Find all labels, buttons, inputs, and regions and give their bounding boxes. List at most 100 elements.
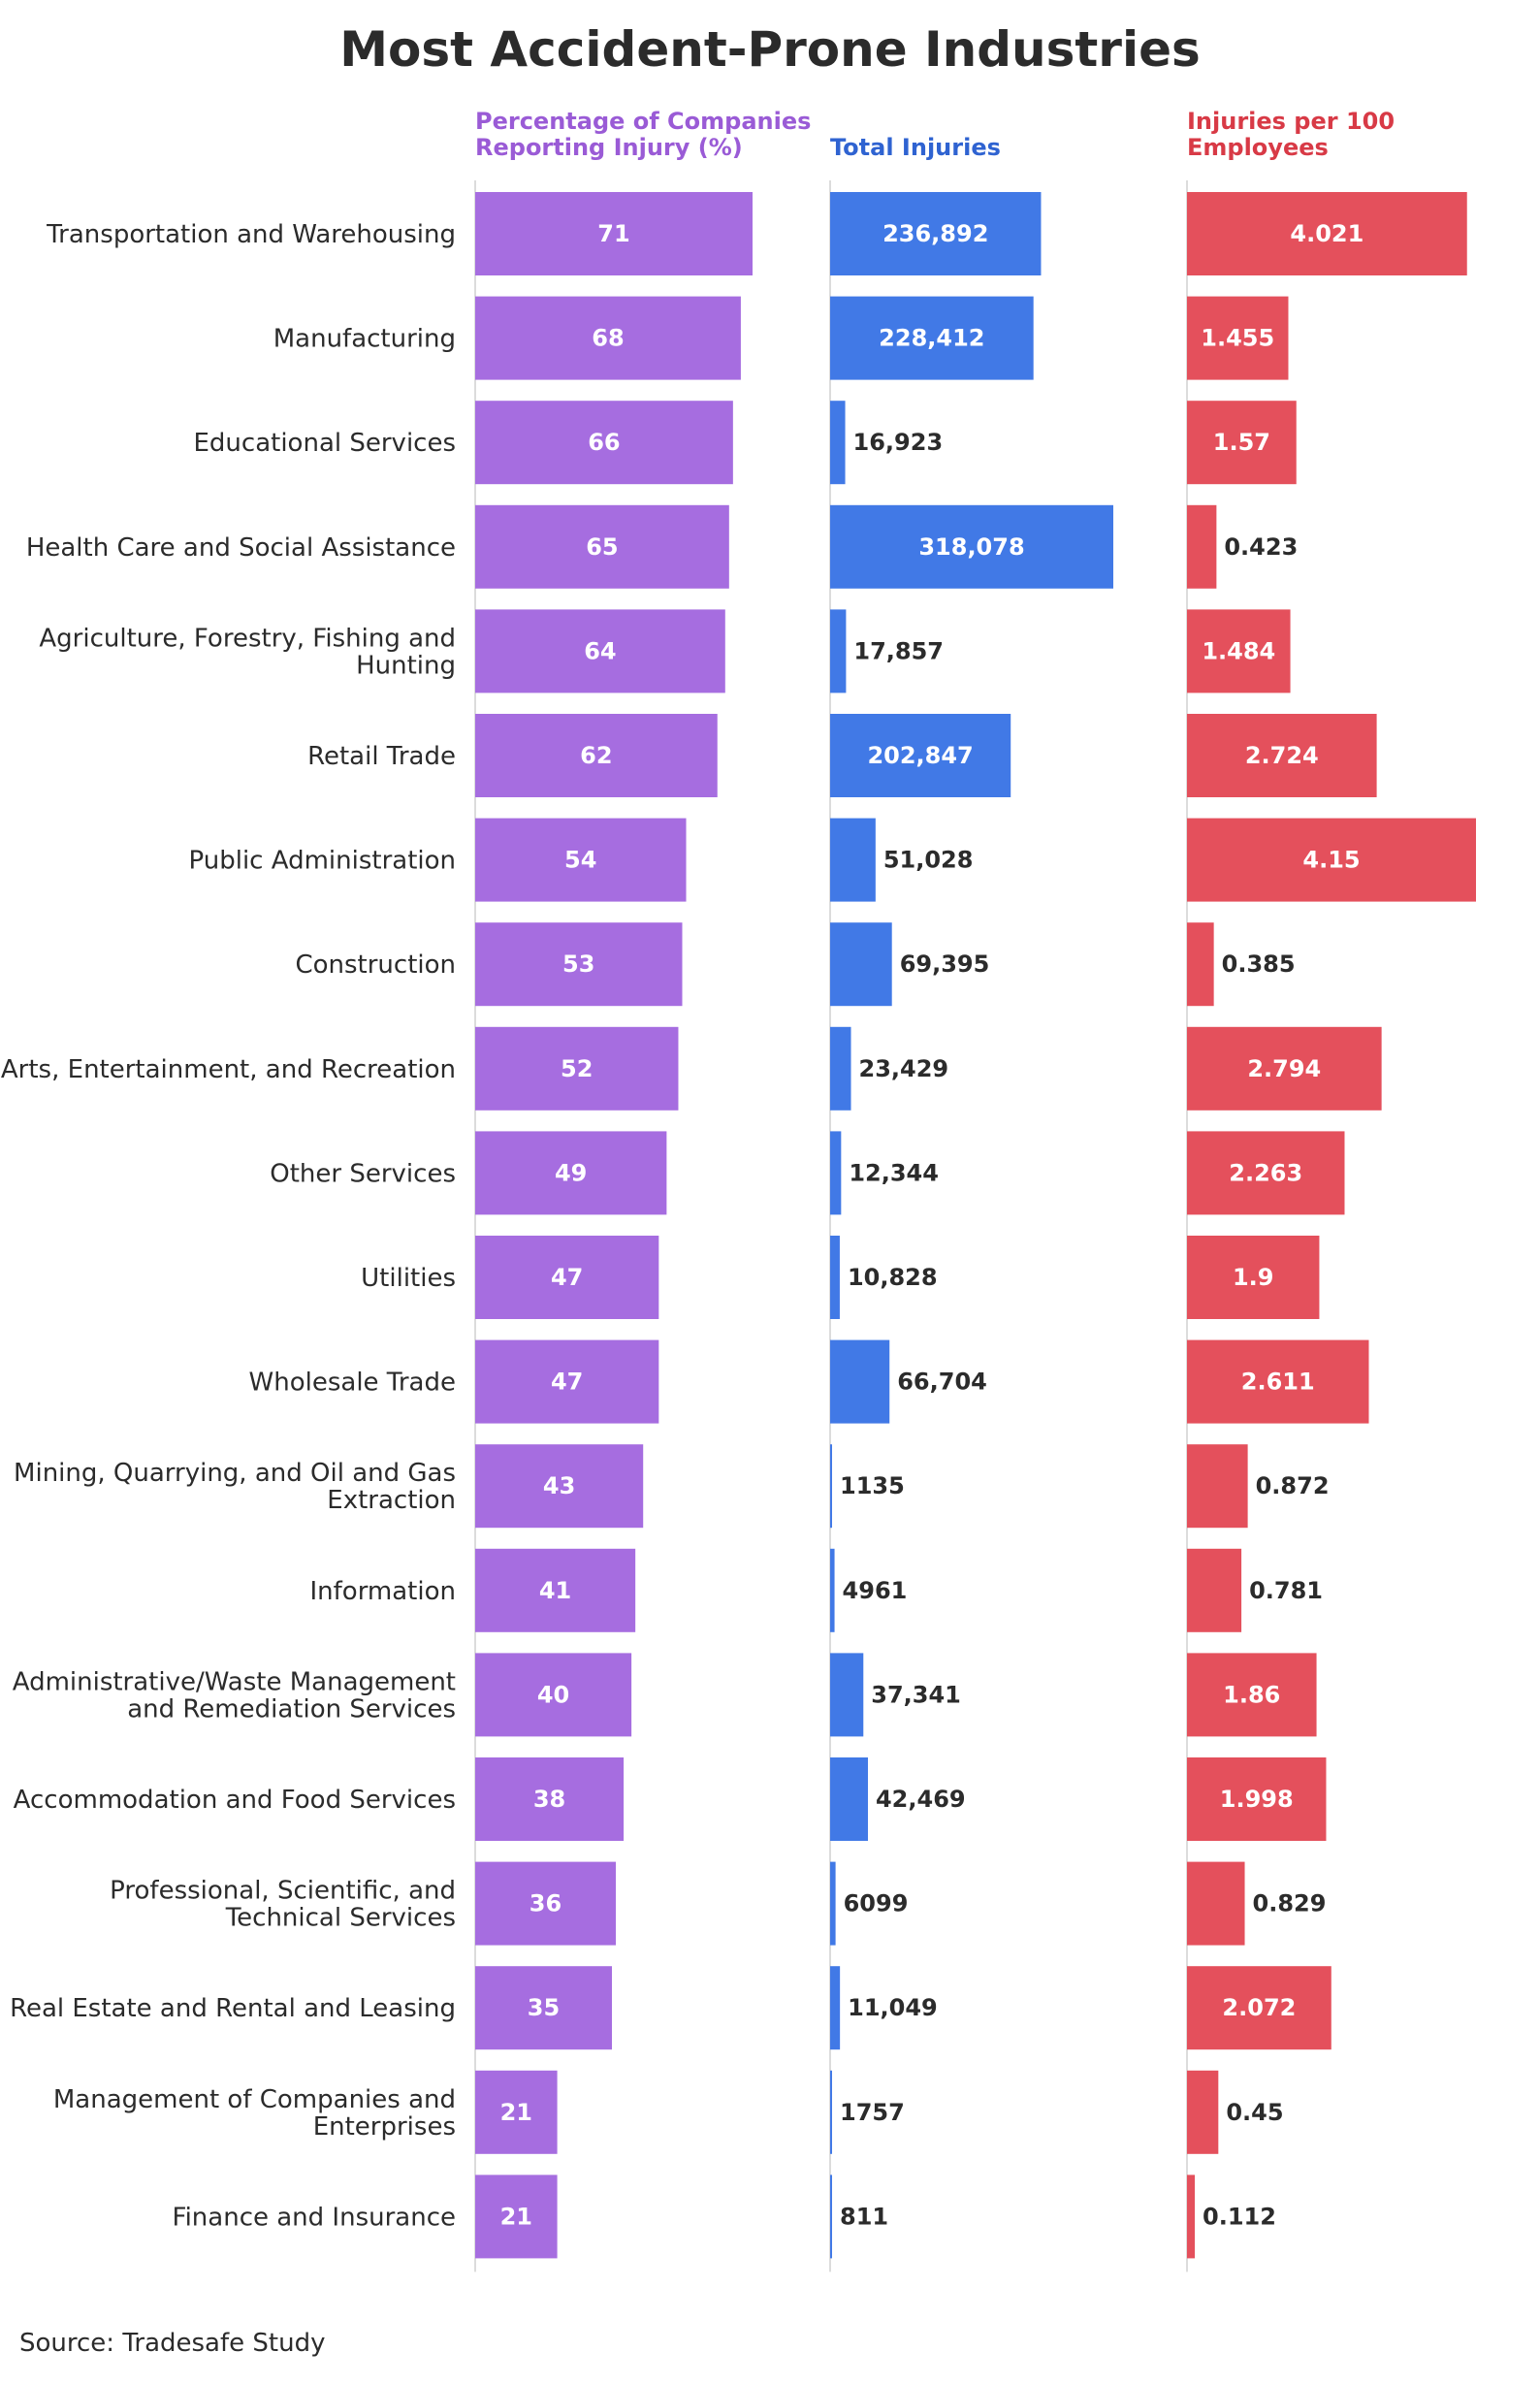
bar [475,922,683,1007]
data-label: 53 [562,950,594,978]
bar [475,192,753,275]
data-label: 41 [539,1577,571,1604]
data-label: 65 [586,533,618,561]
data-label: 1.998 [1220,1786,1294,1813]
bar [1187,818,1476,902]
bar [830,1757,868,1841]
category-label: Utilities [361,1264,456,1293]
category-label: Professional, Scientific, and [110,1877,456,1906]
column-header: Percentage of Companies [475,108,811,135]
data-label: 47 [551,1369,583,1396]
bar [830,504,1113,589]
data-label: 66,704 [897,1369,987,1396]
category-label: Hunting [356,651,456,680]
data-label: 0.45 [1226,2099,1283,2126]
bar [830,1131,842,1215]
data-label: 6099 [844,1890,909,1917]
category-label: and Remediation Services [127,1694,456,1724]
bar [475,1653,632,1737]
data-label: 0.781 [1249,1577,1323,1604]
bar [1187,296,1289,380]
bar [475,401,733,485]
category-label: Other Services [270,1159,456,1188]
bar [1187,401,1297,485]
bar [475,296,741,380]
data-label: 66 [588,429,620,456]
data-label: 17,857 [853,637,944,664]
bar [475,504,729,589]
data-label: 1135 [840,1472,905,1499]
bar [830,401,846,485]
bar [475,1236,659,1319]
data-label: 38 [533,1786,565,1813]
data-label: 62 [580,742,612,769]
bar [475,2175,558,2259]
bar [830,714,1011,797]
category-label: Retail Trade [307,742,456,771]
data-label: 1.86 [1223,1681,1280,1708]
data-label: 68 [592,325,624,352]
data-label: 1.484 [1202,637,1275,664]
bar [830,818,876,902]
bar [1187,1548,1242,1632]
bar [830,192,1042,275]
category-label: Agriculture, Forestry, Fishing and [39,624,456,653]
category-label: Real Estate and Rental and Leasing [10,1994,456,2023]
bar [830,1444,832,1529]
bar [1187,1026,1382,1111]
category-label: Manufacturing [273,325,456,354]
data-label: 40 [537,1681,569,1708]
bar [475,2070,558,2154]
category-label: Health Care and Social Assistance [26,533,456,563]
data-label: 0.872 [1256,1472,1330,1499]
bar [1187,1653,1317,1737]
data-label: 4.021 [1290,220,1364,247]
source-note: Source: Tradesafe Study [19,2329,325,2358]
bar [830,1548,835,1632]
data-label: 51,028 [883,847,974,874]
category-label: Construction [295,950,456,980]
bar [475,1131,667,1215]
data-label: 0.423 [1224,533,1298,561]
data-label: 11,049 [848,1994,938,2021]
category-label: Management of Companies and [53,2085,456,2114]
bar [475,1861,617,1946]
bar [830,296,1034,380]
data-label: 2.611 [1241,1369,1315,1396]
category-label: Arts, Entertainment, and Recreation [1,1055,456,1084]
data-label: 37,341 [871,1681,961,1708]
bar [830,609,847,693]
data-label: 2.263 [1229,1159,1302,1186]
bar [1187,609,1291,693]
bar [830,2175,832,2259]
category-label: Public Administration [189,847,456,876]
bar [1187,1966,1331,2050]
category-label: Technical Services [225,1904,456,1933]
bar [475,714,718,797]
data-label: 21 [500,2099,532,2126]
category-label: Extraction [327,1486,456,1515]
data-label: 4.15 [1302,847,1360,874]
data-label: 23,429 [859,1055,949,1082]
category-label: Transportation and Warehousing [46,220,456,249]
data-label: 1.455 [1201,325,1274,352]
bar [1187,2070,1219,2154]
bar [1187,1339,1369,1424]
chart-title: Most Accident-Prone Industries [339,21,1201,78]
bar [1187,922,1214,1007]
category-label: Mining, Quarrying, and Oil and Gas [14,1459,456,1488]
data-label: 236,892 [882,220,988,247]
data-label: 0.112 [1203,2203,1276,2230]
data-label: 10,828 [848,1264,938,1291]
bar [1187,192,1467,275]
category-label: Educational Services [194,429,457,458]
bar [475,1339,659,1424]
category-label: Accommodation and Food Services [14,1786,456,1815]
bar [830,1653,864,1737]
axis-lines [474,180,1188,2272]
data-label: 2.072 [1222,1994,1296,2021]
bar [475,1444,644,1529]
bar [1187,1236,1320,1319]
